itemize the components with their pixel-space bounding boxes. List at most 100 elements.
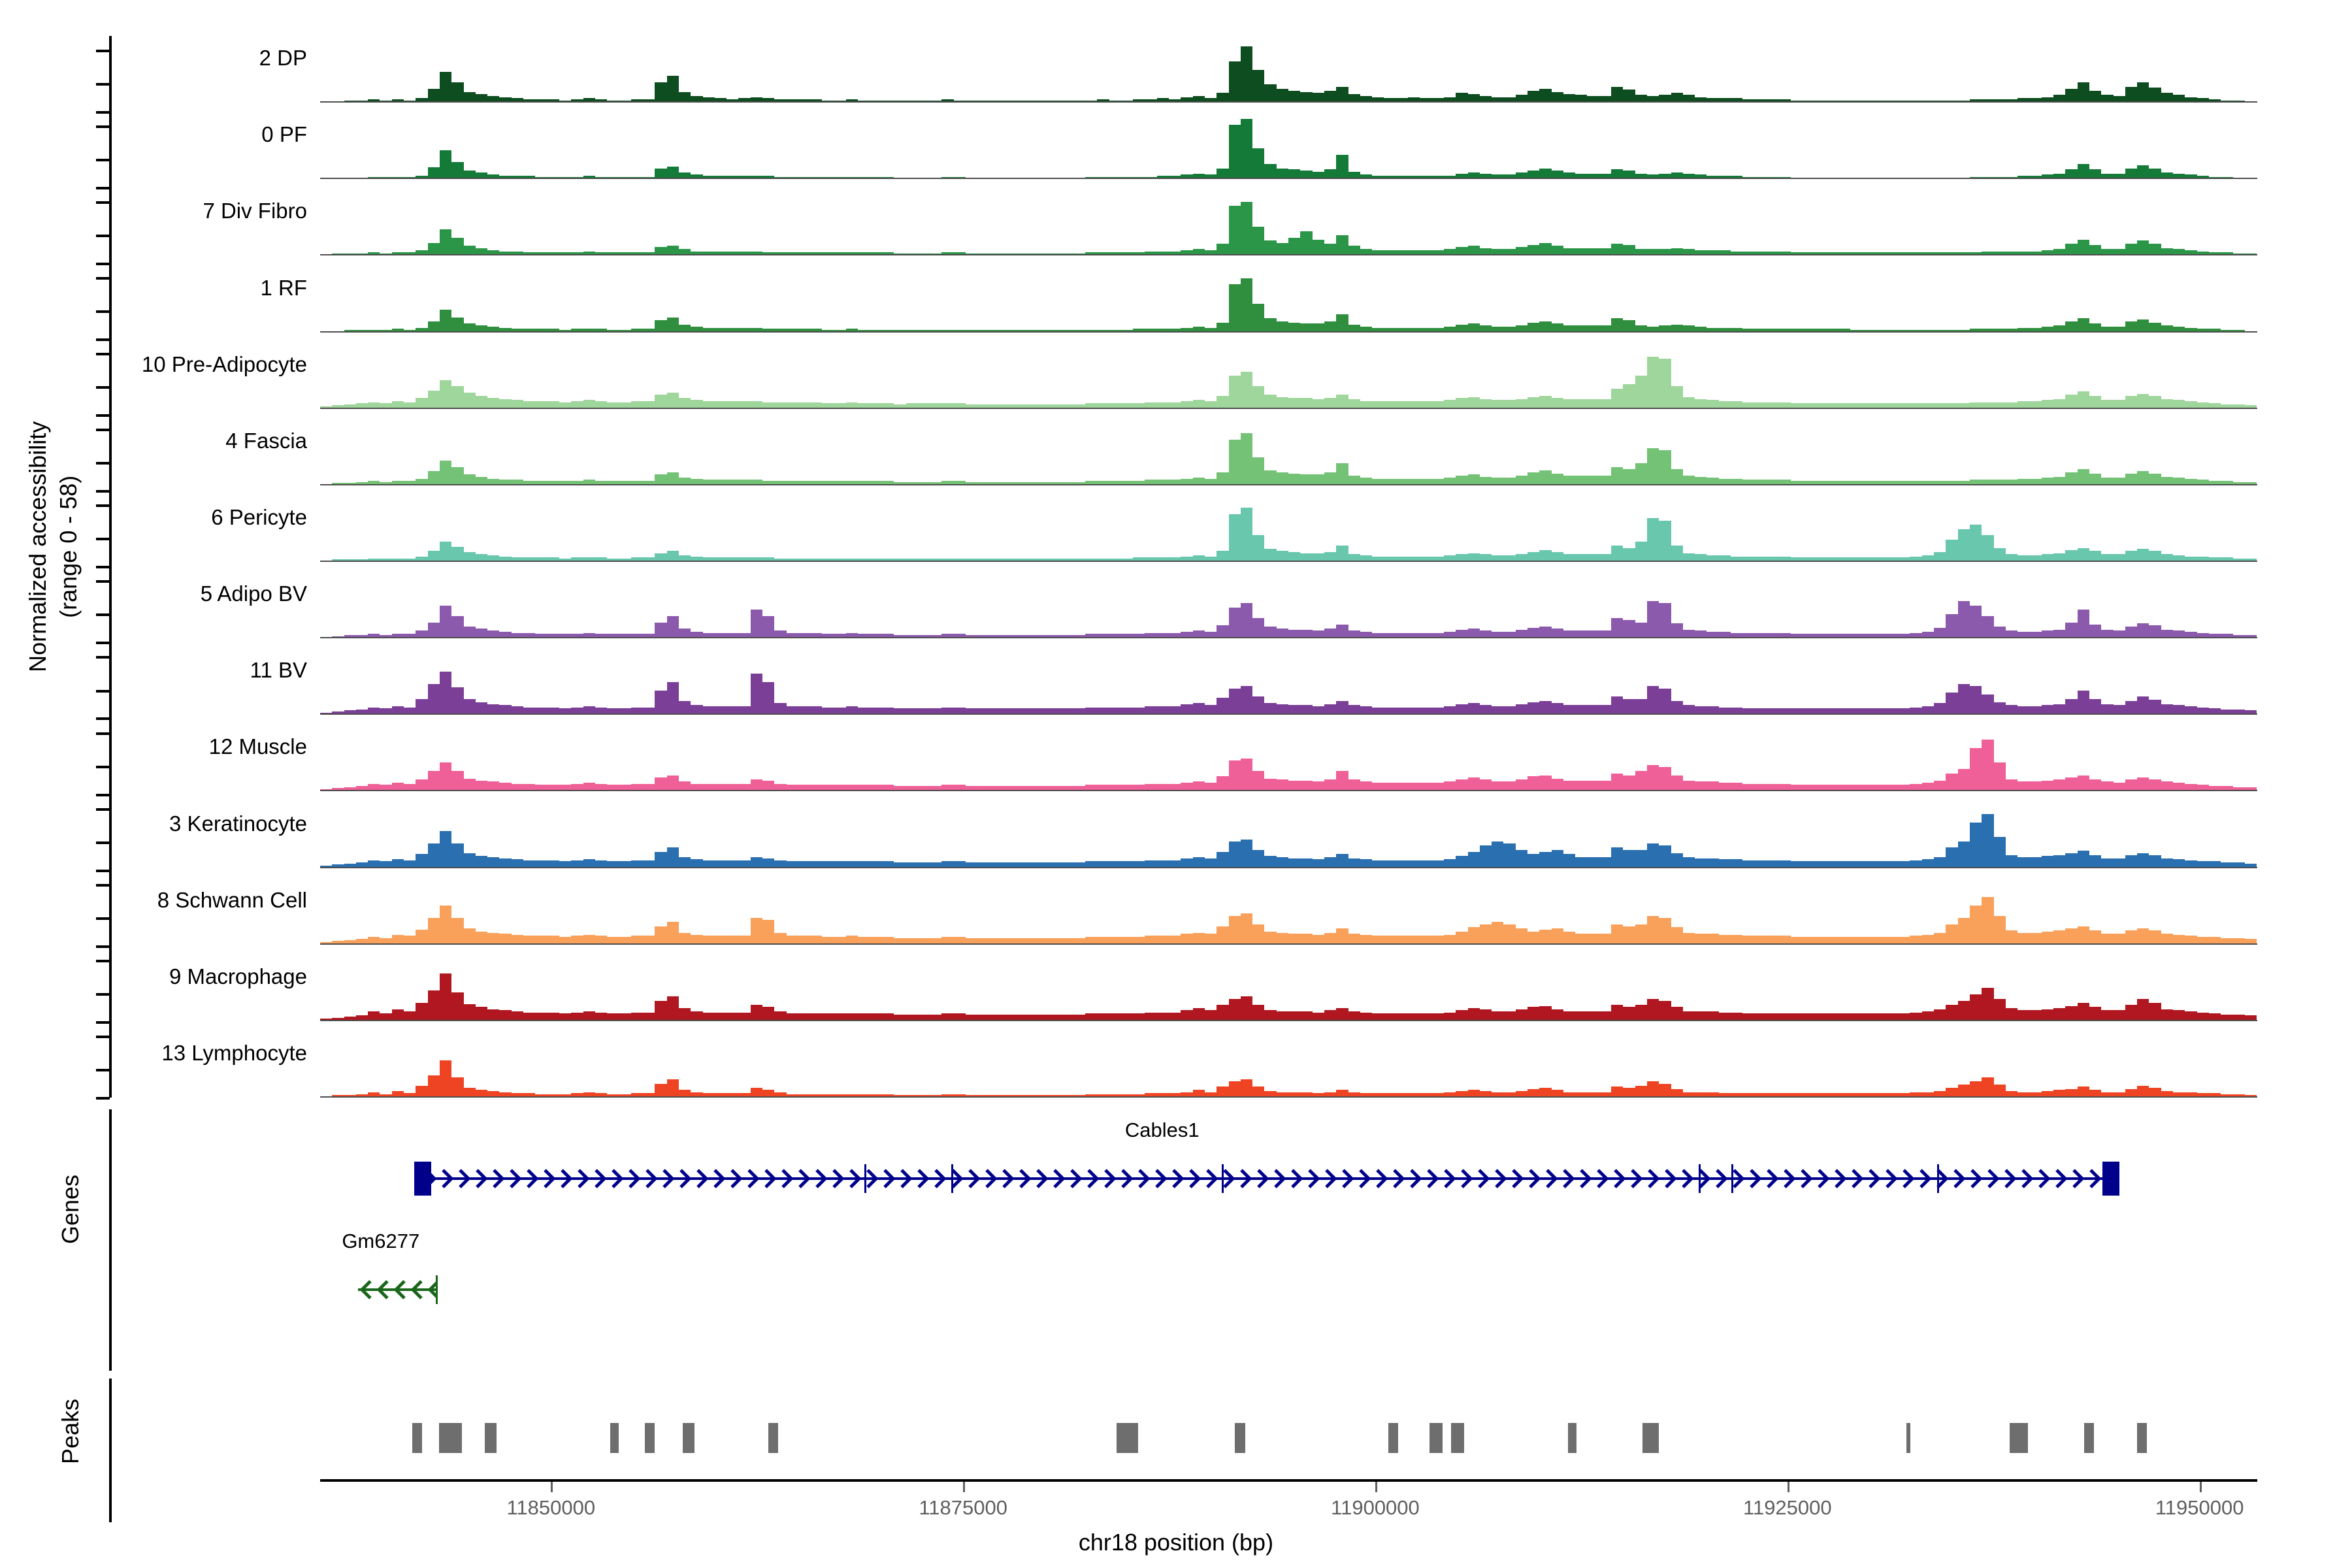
gene-exon-tick [1731,1164,1734,1193]
signal-axis-tick [96,1035,110,1038]
signal-axis-tick [96,429,110,432]
signal-axis-tick [96,263,110,266]
peak-region[interactable] [1388,1423,1399,1453]
signal-axis-tick [96,717,110,721]
signal-track-area [320,576,2257,638]
signal-axis-tick [96,765,110,768]
track-label: 8 Schwann Cell [157,887,307,912]
signal-axis-tick [96,883,110,887]
signal-track-area [320,117,2257,178]
signal-track-area [320,270,2257,331]
track-label: 5 Adipo BV [200,581,307,606]
track-label: 2 DP [259,46,307,71]
peak-region[interactable] [2084,1423,2095,1453]
signal-axis-tick [96,386,110,389]
peak-region[interactable] [2010,1423,2029,1453]
x-axis-tick [1787,1482,1789,1492]
track-label: 6 Pericyte [211,505,307,530]
signal-track [320,348,2257,409]
track-label: 9 Macrophage [169,964,307,988]
peak-region[interactable] [1568,1423,1576,1453]
signal-track-baseline [320,637,2257,639]
signal-track-baseline [320,866,2257,868]
gene-exon [414,1162,432,1196]
peak-region[interactable] [1906,1423,1910,1453]
peaks-panel [320,1379,2257,1483]
signal-axis-tick [96,945,110,948]
signal-track-area [320,423,2257,484]
signal-track [320,960,2257,1021]
signal-axis-tick [96,235,110,238]
peak-region[interactable] [610,1423,619,1453]
peak-region[interactable] [768,1423,779,1453]
signal-axis-tick [96,201,110,204]
genes-section-label: Genes [57,1174,84,1245]
x-axis-tick [1375,1482,1377,1492]
peak-region[interactable] [485,1423,497,1453]
signal-axis-tick [96,110,110,114]
peak-region[interactable] [1451,1423,1465,1453]
signal-axis-tick [96,959,110,962]
x-axis-tick-label: 11875000 [919,1496,1007,1519]
signal-axis-tick [96,310,110,314]
signal-track-baseline [320,1019,2257,1021]
peak-region[interactable] [1116,1423,1138,1453]
signal-track-area [320,806,2257,867]
signal-axis-tick [96,49,110,52]
signal-axis-tick [96,613,110,617]
peak-region[interactable] [1429,1423,1443,1453]
signal-track-baseline [320,790,2257,792]
signal-axis-tick [96,642,110,645]
signal-axis-tick [96,125,110,128]
signal-track-area [320,882,2257,943]
peak-region[interactable] [2136,1423,2147,1453]
signal-track [320,807,2257,868]
signal-track-baseline [320,1096,2257,1098]
signal-track [320,1036,2257,1098]
signal-track-baseline [320,101,2257,103]
signal-track [320,654,2257,715]
arrow-left-icon [358,1260,436,1318]
signal-axis-tick [96,462,110,465]
signal-axis-tick [96,414,110,417]
signal-track [320,424,2257,485]
x-axis-tick-label: 11850000 [506,1496,596,1519]
gene-exon-tick [435,1275,438,1304]
signal-track-baseline [320,483,2257,485]
signal-axis-tick [96,689,110,693]
signal-track [320,576,2257,639]
peak-region[interactable] [438,1423,462,1453]
signal-track-area [320,499,2257,561]
signal-axis-tick [96,566,110,569]
signal-axis-tick [96,992,110,996]
signal-axis-spine [109,36,112,1098]
peak-region[interactable] [412,1423,423,1453]
gene-name-label: Cables1 [1124,1119,1200,1141]
signal-track-baseline [320,943,2257,945]
gene-model[interactable] [358,1260,438,1318]
genes-panel: Cables1 Gm6277 [320,1109,2257,1371]
track-label-column: 2 DP 0 PF 7 Div Fibro 1 RF 10 Pre-Adipocyte 4… [0,26,307,1098]
peak-region[interactable] [1235,1423,1245,1453]
signal-axis-tick [96,656,110,659]
signal-axis-tick [96,82,110,86]
signal-axis-tick [96,490,110,493]
signal-axis-tick [96,1096,110,1100]
x-axis-tick [551,1482,553,1492]
signal-track [320,730,2257,792]
genes-axis-spine [109,1109,112,1371]
signal-axis-tick [96,732,110,735]
peak-region[interactable] [683,1423,694,1453]
peak-region[interactable] [645,1423,655,1453]
gene-exon [2102,1162,2120,1196]
signal-track-baseline [320,560,2257,562]
signal-axis-tick [96,1021,110,1024]
signal-track-baseline [320,407,2257,409]
peak-region[interactable] [1642,1423,1659,1453]
signal-track [320,118,2257,180]
signal-axis-tick [96,917,110,920]
track-label: 10 Pre-Adipocyte [141,351,307,376]
signal-track [320,195,2257,256]
signal-track-area [320,653,2257,714]
gene-model[interactable] [414,1149,2120,1207]
